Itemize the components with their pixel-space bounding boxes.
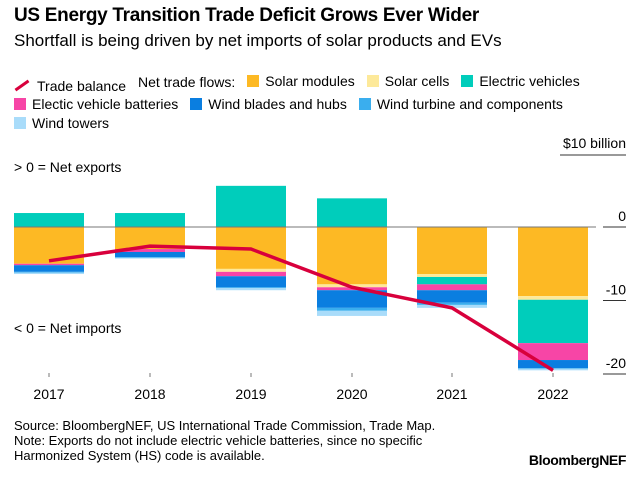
legend-label: Trade balance (37, 77, 126, 94)
chart-title: US Energy Transition Trade Deficit Grows… (14, 5, 479, 26)
footnote: Note: Exports do not include electric ve… (14, 433, 423, 463)
legend-item: Solar cells (366, 72, 450, 90)
bar-segment (518, 343, 588, 361)
bar-segment (115, 227, 185, 250)
bar-segment (115, 251, 185, 258)
bar-segment (216, 276, 286, 288)
bar-segment (14, 213, 84, 227)
legend-swatch (14, 97, 26, 110)
legend-label: Solar modules (265, 73, 355, 89)
bar-segment (14, 265, 84, 272)
legend-item: Wind blades and hubs (190, 95, 347, 113)
net-imports-annotation: < 0 = Net imports (14, 320, 121, 336)
bar-segment (216, 268, 286, 272)
source-note: Source: BloombergNEF, US International T… (14, 418, 436, 433)
bar-segment (115, 257, 185, 258)
legend-label: Electic vehicle batteries (32, 95, 179, 112)
y-tick-label: 0 (618, 208, 626, 224)
net-exports-annotation: > 0 = Net exports (14, 159, 121, 175)
bar-segment (216, 271, 286, 277)
legend-swatch (358, 97, 371, 110)
legend-label: Solar cells (384, 73, 450, 89)
x-tick-label: 2020 (336, 386, 367, 402)
bar-segment (115, 257, 185, 259)
bar-segment (216, 288, 286, 291)
x-tick-label: 2022 (537, 386, 568, 402)
legend-swatch (14, 116, 26, 129)
brand-logo: BloombergNEF (528, 452, 626, 468)
bar-segment (417, 302, 487, 305)
legend-swatch (247, 75, 260, 87)
x-tick-label: 2017 (33, 386, 64, 402)
bar-segment (14, 263, 84, 266)
bar-segment (518, 227, 588, 297)
x-tick-label: 2021 (436, 386, 467, 402)
bar-segment (417, 227, 487, 275)
legend: Trade balance Net trade flows: Solar modul… (14, 72, 634, 133)
x-tick-label: 2018 (134, 386, 165, 402)
y-unit-label: $10 billion (563, 135, 626, 151)
bar-segment (317, 227, 387, 285)
x-tick-label: 2019 (235, 386, 266, 402)
bar-segment (417, 284, 487, 291)
legend-item: Electric vehicles (461, 72, 580, 90)
bar-segment (518, 299, 588, 344)
legend-label: Wind turbine and components (376, 95, 563, 112)
bar-segment (518, 296, 588, 300)
chart-subtitle: Shortfall is being driven by net imports… (14, 31, 502, 50)
legend-label: Electric vehicles (479, 73, 580, 89)
legend-swatch (366, 75, 379, 87)
bar-segment (417, 274, 487, 277)
legend-item: Solar modules (247, 72, 355, 90)
bar-segment (115, 213, 185, 227)
y-tick-label: -10 (606, 282, 626, 298)
bar-segment (317, 310, 387, 316)
bar-segment (417, 276, 487, 285)
legend-item: Wind turbine and components (358, 95, 563, 113)
legend-label: Wind towers (32, 114, 110, 131)
bar-segment (216, 185, 286, 227)
source-notes: Source: BloombergNEF, US International T… (14, 418, 494, 463)
legend-item: Electic vehicle batteries (14, 95, 178, 113)
legend-swatch (461, 75, 474, 87)
bar-segment (216, 287, 286, 289)
bar-segment (518, 360, 588, 369)
legend-label: Wind blades and hubs (208, 95, 347, 112)
bar-segment (14, 272, 84, 275)
legend-prefix: Net trade flows: (137, 74, 236, 90)
trade-balance-line (48, 244, 554, 372)
y-tick-label: -20 (606, 355, 626, 371)
bar-segment (14, 271, 84, 273)
legend-item-trade-balance: Trade balance (14, 77, 126, 95)
legend-item: Wind towers (14, 114, 109, 132)
legend-swatch (190, 97, 203, 110)
bar-segment (317, 198, 387, 227)
bar-segment (115, 249, 185, 252)
bar-segment (317, 290, 387, 308)
bar-segment (417, 290, 487, 303)
bar-segment (317, 307, 387, 311)
